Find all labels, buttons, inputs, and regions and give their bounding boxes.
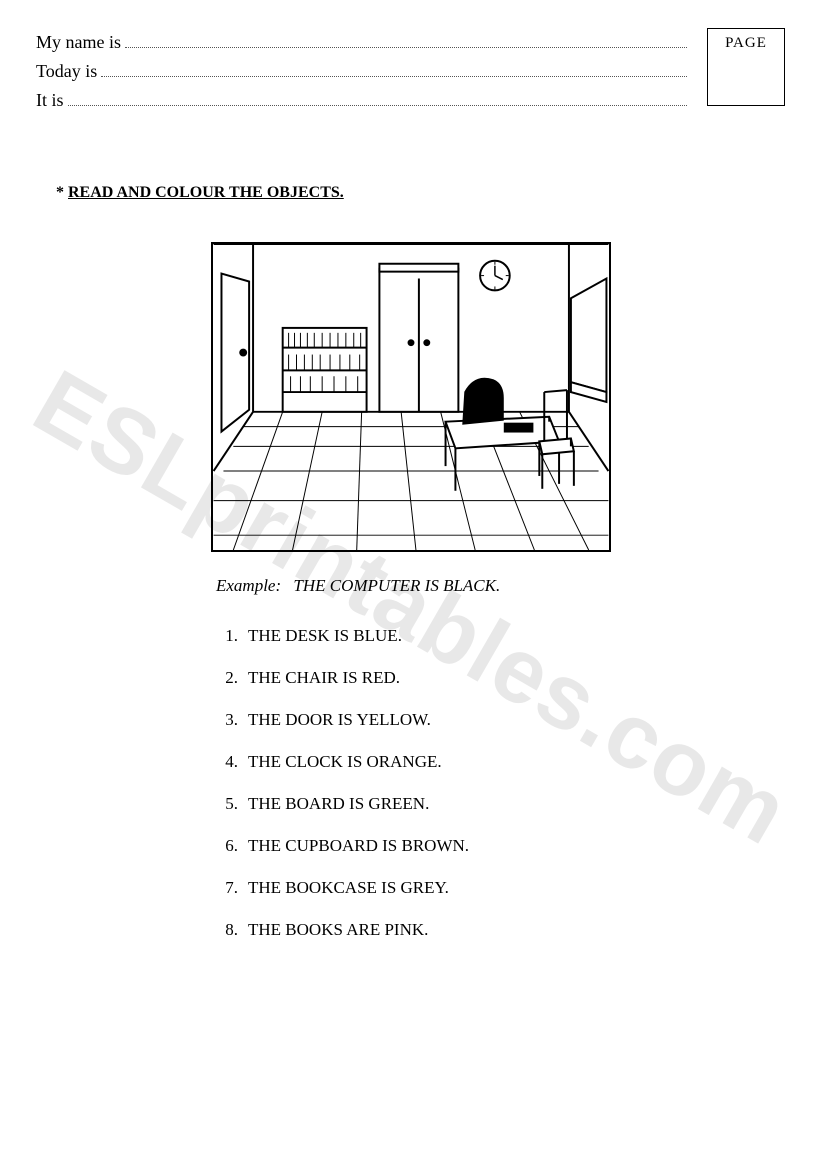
item-text: THE BOARD IS GREEN. xyxy=(248,794,429,814)
clock xyxy=(480,261,510,291)
item-text: THE CUPBOARD IS BROWN. xyxy=(248,836,469,856)
door xyxy=(221,274,249,432)
item-num: 5. xyxy=(216,794,238,814)
list-item: 5. THE BOARD IS GREEN. xyxy=(216,794,785,814)
instruction-star: * xyxy=(56,184,64,201)
item-text: THE CHAIR IS RED. xyxy=(248,668,400,688)
itis-dots[interactable] xyxy=(68,88,687,106)
bookcase xyxy=(282,328,366,412)
item-text: THE BOOKCASE IS GREY. xyxy=(248,878,449,898)
item-num: 2. xyxy=(216,668,238,688)
name-dots[interactable] xyxy=(125,30,687,48)
item-num: 6. xyxy=(216,836,238,856)
example-label: Example: xyxy=(216,576,281,595)
list-item: 4. THE CLOCK IS ORANGE. xyxy=(216,752,785,772)
page-box-label: PAGE xyxy=(725,35,767,52)
today-dots[interactable] xyxy=(101,59,687,77)
item-num: 8. xyxy=(216,920,238,940)
instruction-text: READ AND COLOUR THE OBJECTS. xyxy=(68,184,344,201)
list-item: 6. THE CUPBOARD IS BROWN. xyxy=(216,836,785,856)
item-num: 7. xyxy=(216,878,238,898)
list-item: 1. THE DESK IS BLUE. xyxy=(216,626,785,646)
instruction: * READ AND COLOUR THE OBJECTS. xyxy=(56,184,785,202)
item-text: THE BOOKS ARE PINK. xyxy=(248,920,428,940)
itis-line: It is xyxy=(36,86,687,115)
item-text: THE CLOCK IS ORANGE. xyxy=(248,752,442,772)
header-lines: My name is Today is It is xyxy=(36,28,707,114)
list-item: 8. THE BOOKS ARE PINK. xyxy=(216,920,785,940)
classroom-illustration xyxy=(211,242,611,552)
item-text: THE DESK IS BLUE. xyxy=(248,626,402,646)
list-item: 7. THE BOOKCASE IS GREY. xyxy=(216,878,785,898)
item-num: 1. xyxy=(216,626,238,646)
list-item: 2. THE CHAIR IS RED. xyxy=(216,668,785,688)
today-line: Today is xyxy=(36,57,687,86)
list-item: 3. THE DOOR IS YELLOW. xyxy=(216,710,785,730)
cupboard xyxy=(379,264,458,412)
page-number-box: PAGE xyxy=(707,28,785,106)
example-text: THE COMPUTER IS BLACK. xyxy=(293,576,500,595)
itis-label: It is xyxy=(36,86,64,115)
example-line: Example: THE COMPUTER IS BLACK. xyxy=(216,576,785,596)
item-num: 3. xyxy=(216,710,238,730)
item-text: THE DOOR IS YELLOW. xyxy=(248,710,431,730)
name-label: My name is xyxy=(36,28,121,57)
name-line: My name is xyxy=(36,28,687,57)
items-list: 1. THE DESK IS BLUE. 2. THE CHAIR IS RED… xyxy=(216,626,785,940)
item-num: 4. xyxy=(216,752,238,772)
today-label: Today is xyxy=(36,57,97,86)
board xyxy=(570,279,606,402)
